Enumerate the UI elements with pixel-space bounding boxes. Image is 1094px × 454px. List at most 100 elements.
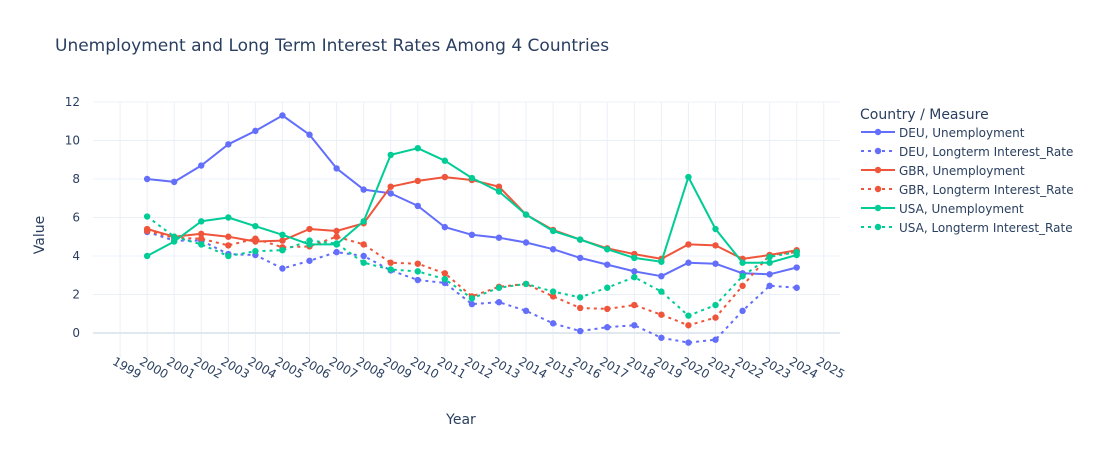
data-point (793, 284, 800, 291)
data-point (225, 233, 232, 240)
data-point (414, 144, 421, 152)
data-point (468, 174, 476, 182)
data-point (387, 151, 394, 159)
data-point (549, 293, 557, 300)
x-tick-label: 2010 (408, 354, 441, 381)
data-point (279, 265, 286, 272)
data-point (198, 230, 205, 238)
x-tick-label: 2023 (760, 354, 793, 381)
data-point (685, 241, 692, 248)
data-point (198, 235, 205, 242)
legend: Country / Measure DEU, Unemployment DEU, … (860, 107, 1074, 235)
data-point (143, 252, 151, 260)
y-tick-label: 8 (72, 172, 80, 186)
series-5 (143, 213, 800, 319)
data-point (333, 227, 340, 235)
data-point (739, 272, 746, 280)
y-axis-title: Value (32, 216, 48, 254)
x-tick-label: 2013 (489, 354, 522, 381)
y-tick-label: 2 (72, 287, 80, 301)
legend-label: USA, Unemployment (899, 202, 1024, 216)
data-point (522, 280, 530, 288)
x-tick-label: 2005 (273, 354, 306, 381)
data-point (712, 260, 719, 267)
legend-swatch-marker (874, 223, 882, 231)
legend-label: USA, Longterm Interest_Rate (899, 221, 1073, 235)
data-point (766, 253, 773, 261)
data-point (631, 322, 638, 329)
data-point (279, 112, 286, 119)
data-point (441, 270, 449, 277)
data-point (387, 266, 394, 273)
legend-title: Country / Measure (860, 107, 989, 123)
data-point (333, 240, 340, 247)
x-axis-title: Year (445, 412, 476, 428)
data-point (631, 268, 638, 275)
data-point (712, 225, 719, 233)
data-point (360, 218, 367, 225)
legend-swatch-marker (874, 185, 882, 193)
plot-area (143, 112, 800, 346)
legend-swatch-marker (874, 204, 882, 212)
x-tick-label: 1999 (110, 354, 143, 381)
data-point (225, 252, 232, 260)
y-tick-label: 12 (65, 95, 80, 109)
data-point (685, 322, 692, 329)
x-tick-label: 2007 (327, 354, 360, 381)
x-tick-label: 2004 (245, 354, 278, 381)
x-tick-label: 2006 (300, 354, 333, 381)
data-point (468, 295, 476, 302)
legend-item[interactable]: USA, Longterm Interest_Rate (861, 221, 1073, 235)
x-tick-label: 2024 (787, 354, 820, 381)
x-tick-label: 2001 (164, 354, 197, 381)
x-tick-label: 2003 (218, 354, 251, 381)
data-point (604, 305, 611, 313)
x-tick-label: 2015 (543, 354, 576, 381)
data-point (198, 241, 205, 248)
data-point (198, 162, 205, 169)
legend-item[interactable]: GBR, Unemployment (861, 164, 1025, 178)
data-point (468, 300, 476, 308)
data-point (658, 272, 665, 280)
legend-item[interactable]: DEU, Unemployment (861, 126, 1025, 140)
x-tick-label: 2008 (354, 354, 387, 381)
legend-swatch-marker (874, 147, 882, 155)
data-point (793, 264, 800, 271)
data-point (576, 236, 584, 243)
data-point (549, 288, 557, 295)
data-point (604, 246, 611, 253)
grid (93, 101, 840, 358)
data-point (198, 218, 205, 225)
data-point (387, 259, 394, 266)
data-point (495, 284, 503, 291)
data-point (685, 173, 692, 181)
data-point (414, 276, 421, 284)
data-point (279, 231, 286, 239)
legend-item[interactable]: GBR, Longterm Interest_Rate (861, 183, 1074, 197)
data-point (549, 227, 557, 235)
data-point (387, 183, 394, 190)
x-tick-label: 2000 (137, 354, 170, 381)
x-tick-label: 2019 (651, 354, 684, 381)
data-point (306, 225, 313, 233)
data-point (225, 214, 232, 221)
data-point (604, 261, 611, 268)
data-point (360, 241, 367, 248)
data-point (170, 233, 178, 240)
y-tick-label: 10 (65, 133, 80, 147)
legend-item[interactable]: USA, Unemployment (861, 202, 1024, 216)
data-point (712, 314, 719, 321)
data-point (631, 273, 638, 281)
data-point (658, 334, 665, 341)
data-point (170, 178, 178, 186)
data-point (333, 248, 340, 256)
x-tick-label: 2021 (706, 354, 739, 381)
data-point (143, 175, 151, 183)
legend-item[interactable]: DEU, Longterm Interest_Rate (861, 145, 1073, 159)
legend-swatch-marker (874, 128, 882, 136)
data-point (604, 284, 611, 291)
data-point (225, 242, 232, 249)
data-point (306, 237, 313, 244)
